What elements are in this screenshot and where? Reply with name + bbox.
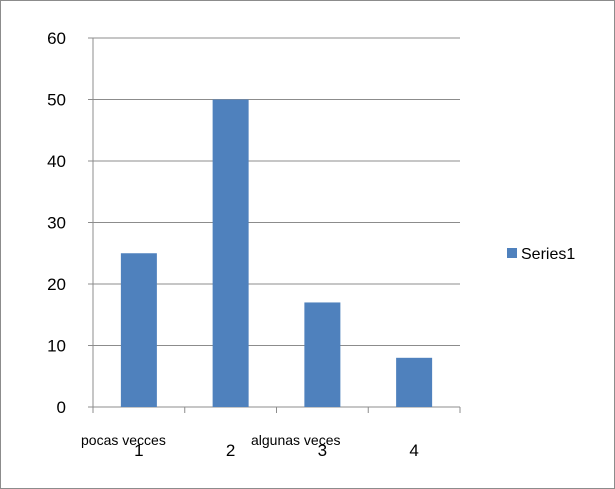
y-tick-label-40: 40 [47, 152, 66, 171]
x-tick-labels: 1 2 3 4 [134, 441, 419, 460]
legend: Series1 [507, 246, 575, 263]
bar-2 [212, 99, 249, 407]
y-tick-label-0: 0 [57, 398, 66, 417]
y-tick-label-30: 30 [47, 214, 66, 233]
legend-label: Series1 [521, 246, 575, 263]
annotation-algunas-veces: algunas veces [251, 432, 341, 448]
bars [120, 99, 433, 407]
legend-swatch [507, 248, 517, 258]
x-tick-label-3: 3 [318, 441, 327, 460]
annotation-pocas-vecces: pocas vecces [81, 432, 166, 448]
bar-4 [396, 357, 433, 407]
x-tick-label-2: 2 [226, 441, 235, 460]
bar-3 [304, 302, 341, 407]
y-tick-label-20: 20 [47, 275, 66, 294]
y-tick-label-50: 50 [47, 91, 66, 110]
x-tick-label-1: 1 [134, 441, 143, 460]
y-tick-labels: 0 10 20 30 40 50 60 [47, 29, 66, 417]
x-tick-label-4: 4 [409, 441, 418, 460]
y-tick-label-10: 10 [47, 337, 66, 356]
bar-1 [120, 253, 157, 407]
y-tick-label-60: 60 [47, 29, 66, 48]
